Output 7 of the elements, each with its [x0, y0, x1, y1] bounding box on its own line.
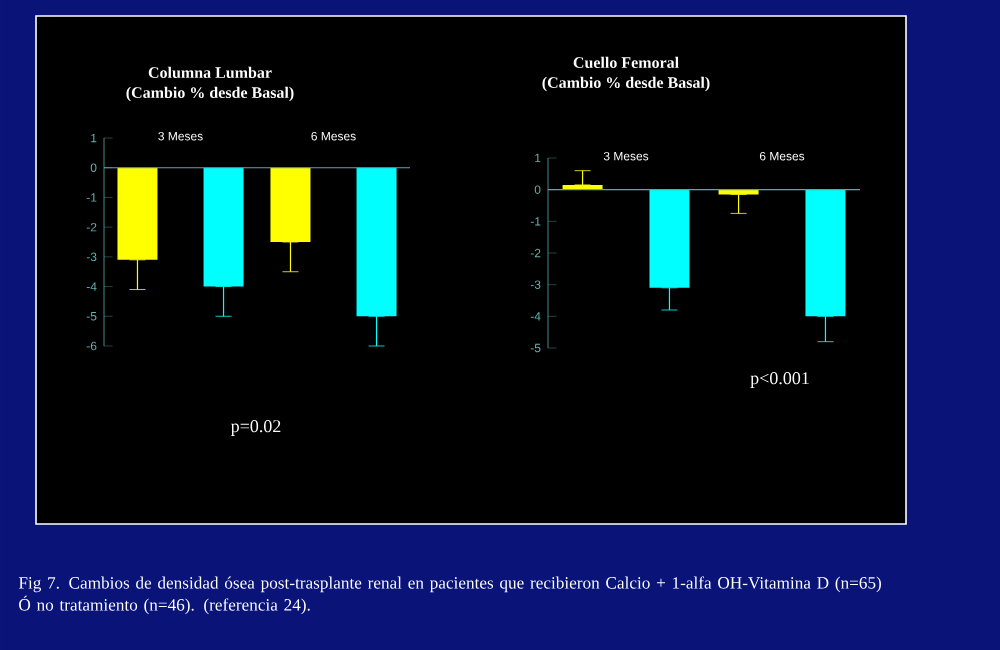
caption: Fig 7. Cambios de densidad ósea post-trasplante renal en pacientes que recibieron Calcio + 1-alfa OH-Vitamina D (n=65) Ó no tratamiento (n=46). (referencia 24). [18, 576, 881, 615]
chart-subtitle: (Cambio % desde Basal) [126, 86, 294, 102]
text: p<0.001 [750, 372, 809, 388]
chart-subtitle: (Cambio % desde Basal) [542, 76, 710, 92]
chart-title: Columna Lumbar [148, 66, 272, 79]
chart-title: Cuello Femoral [573, 56, 679, 69]
text: p=0.02 [230, 420, 281, 436]
